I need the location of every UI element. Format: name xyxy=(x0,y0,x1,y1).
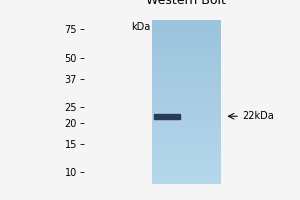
Bar xyxy=(152,102,220,104)
Text: 22kDa: 22kDa xyxy=(242,111,274,121)
Bar xyxy=(152,120,220,123)
Bar xyxy=(152,180,220,182)
Bar xyxy=(152,20,220,22)
Bar xyxy=(152,96,220,98)
Bar xyxy=(152,166,220,168)
Bar xyxy=(152,116,220,118)
Bar xyxy=(152,170,220,172)
Bar xyxy=(152,22,220,24)
Bar xyxy=(152,32,220,34)
Bar xyxy=(152,51,220,53)
Bar xyxy=(152,79,220,82)
Bar xyxy=(152,114,220,116)
Bar xyxy=(152,153,220,155)
Text: kDa: kDa xyxy=(131,22,150,32)
Bar xyxy=(152,63,220,65)
Bar xyxy=(152,69,220,71)
Bar xyxy=(152,149,220,151)
Bar xyxy=(152,28,220,30)
Bar xyxy=(152,67,220,69)
Bar xyxy=(152,43,220,45)
Bar xyxy=(154,114,180,119)
Bar xyxy=(152,143,220,145)
Bar xyxy=(152,100,220,102)
Bar xyxy=(152,47,220,49)
Bar xyxy=(152,147,220,149)
Bar xyxy=(152,118,220,120)
Bar xyxy=(152,123,220,125)
Bar xyxy=(152,34,220,36)
Bar xyxy=(152,178,220,180)
Bar xyxy=(152,139,220,141)
Bar xyxy=(152,90,220,92)
Bar xyxy=(152,38,220,41)
Bar xyxy=(152,155,220,157)
Bar xyxy=(152,163,220,166)
Bar xyxy=(152,106,220,108)
Bar xyxy=(152,125,220,127)
Bar xyxy=(152,88,220,90)
Bar xyxy=(152,71,220,73)
Bar xyxy=(152,110,220,112)
Bar xyxy=(152,36,220,38)
Bar xyxy=(152,108,220,110)
Bar xyxy=(152,161,220,163)
Bar xyxy=(152,172,220,174)
Bar xyxy=(152,45,220,47)
Bar xyxy=(152,94,220,96)
Bar xyxy=(152,24,220,26)
Bar xyxy=(152,141,220,143)
Bar xyxy=(152,182,220,184)
Bar xyxy=(152,26,220,28)
Bar xyxy=(152,82,220,84)
Bar xyxy=(152,151,220,153)
Bar xyxy=(152,92,220,94)
Bar xyxy=(152,75,220,77)
Bar xyxy=(152,61,220,63)
Bar xyxy=(152,112,220,114)
Bar xyxy=(152,30,220,32)
Bar xyxy=(152,65,220,67)
Bar xyxy=(152,174,220,176)
Bar xyxy=(152,133,220,135)
Bar xyxy=(152,131,220,133)
Text: Western Bolt: Western Bolt xyxy=(146,0,226,7)
Bar xyxy=(152,135,220,137)
Bar xyxy=(152,159,220,161)
Bar xyxy=(152,145,220,147)
Bar xyxy=(152,53,220,55)
Bar xyxy=(152,86,220,88)
Bar xyxy=(152,59,220,61)
Bar xyxy=(152,168,220,170)
Bar xyxy=(152,73,220,75)
Bar xyxy=(152,41,220,43)
Bar xyxy=(152,157,220,159)
Bar xyxy=(152,77,220,79)
Bar xyxy=(152,104,220,106)
Bar xyxy=(152,98,220,100)
Bar xyxy=(152,49,220,51)
Bar xyxy=(152,176,220,178)
Bar xyxy=(152,127,220,129)
Bar xyxy=(152,84,220,86)
Bar xyxy=(152,57,220,59)
Bar xyxy=(152,55,220,57)
Bar xyxy=(152,129,220,131)
Bar xyxy=(152,137,220,139)
